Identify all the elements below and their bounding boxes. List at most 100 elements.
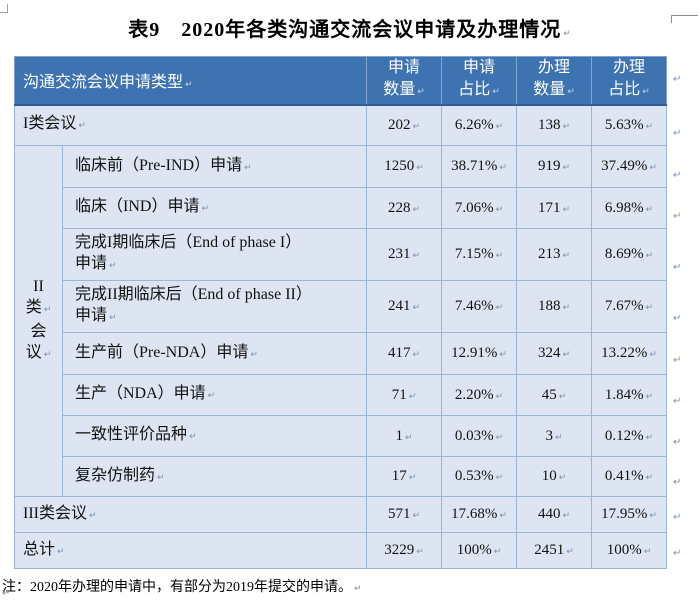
row-label-cell: 完成II期临床后（End of phase II） 申请 ↵ [62,280,367,333]
paragraph-mark: ↵ [562,350,571,360]
value-cell: 0.12% ↵ [591,415,667,457]
row-end-mark: ↵ [673,128,682,139]
paragraph-mark: ↵ [562,163,571,173]
paragraph-mark: ↵ [649,511,657,521]
value-cell: 17 ↵ [366,456,442,497]
row-end-mark: ↵ [673,477,682,488]
paragraph-mark: ↵ [207,391,216,401]
paragraph-mark: ↵ [109,313,117,323]
paragraph-mark: ↵ [562,204,571,215]
paragraph-mark: ↵ [649,163,657,173]
paragraph-mark: ↵ [567,87,575,98]
value-cell: 10 ↵ [516,456,592,497]
meeting-statistics-table: 沟通交流会议申请类型 ↵ 申请 数量 ↵ 申请 占比 ↵ 办理 数量 ↵ 办理 占比 ↵ I类会议… [14,56,667,569]
row-label-cell: 总计 ↵ [14,532,367,569]
table-row: 复杂仿制药 ↵ 17 ↵ 0.53% ↵ 10 ↵ 0.41% ↵ [15,456,667,497]
value-cell: 0.41% ↵ [591,456,667,497]
value-cell: 571 ↵ [366,496,442,533]
table-row: 完成II期临床后（End of phase II） 申请 ↵ 241 ↵ 7.46%… [15,280,667,333]
paragraph-mark: ↵ [416,163,424,173]
table-row: 完成I期临床后（End of phase I） 申请 ↵ 231 ↵ 7.15% ↵ … [15,228,667,281]
value-cell: 1250 ↵ [366,145,442,188]
row-label-cell: III类会议 ↵ [14,496,367,533]
paragraph-mark: ↵ [492,87,500,98]
group-label-cell: II 类 ↵ 会 议 ↵ [14,145,63,497]
paragraph-mark: ↵ [554,432,563,443]
table-row: 总计 ↵ 3229 ↵ 100% ↵ 2451 ↵ 100% ↵ [14,532,667,569]
row-label-cell: 临床前（Pre-IND）申请 ↵ [62,145,367,188]
paragraph-mark: ↵ [495,121,504,132]
paragraph-mark: ↵ [495,432,504,443]
paragraph-mark: ↵ [563,29,572,39]
value-cell: 440 ↵ [516,496,592,533]
paragraph-mark: ↵ [109,261,117,271]
paragraph-mark: ↵ [495,473,504,483]
value-cell: 3 ↵ [516,415,592,457]
paragraph-mark: ↵ [244,162,252,173]
value-cell: 8.69% ↵ [591,228,667,281]
paragraph-mark: ↵ [78,121,86,132]
paragraph-mark: ↵ [408,391,417,402]
paragraph-mark: ↵ [645,432,654,443]
paragraph-mark: ↵ [412,350,421,360]
row-end-mark: ↵ [673,262,682,273]
table-row: III类会议 ↵ 571 ↵ 17.68% ↵ 440 ↵ 17.95% ↵ [14,496,667,533]
row-end-mark: ↵ [673,548,682,559]
row-label-cell: 复杂仿制药 ↵ [62,456,367,497]
paragraph-mark: ↵ [558,391,567,402]
row-end-mark: ↵ [673,512,682,523]
paragraph-mark: ↵ [89,510,97,521]
paragraph-mark: ↵ [412,204,421,215]
value-cell: 213 ↵ [516,228,592,281]
row-label-cell: 生产（NDA）申请 ↵ [62,374,367,416]
value-cell: 38.71% ↵ [441,145,517,188]
value-cell: 188 ↵ [516,280,592,333]
paragraph-mark: ↵ [354,584,362,594]
value-cell: 417 ↵ [366,332,442,375]
paragraph-mark: ↵ [412,511,421,521]
value-cell: 1.84% ↵ [591,374,667,416]
column-header-apply-count: 申请 数量 ↵ [366,56,442,106]
row-end-mark: ↵ [673,170,682,181]
value-cell: 7.67% ↵ [591,280,667,333]
paragraph-mark: ↵ [417,87,425,98]
paragraph-mark: ↵ [562,251,571,261]
value-cell: 17.68% ↵ [441,496,517,533]
value-cell: 17.95% ↵ [591,496,667,533]
paragraph-mark: ↵ [562,511,571,521]
paragraph-mark: ↵ [43,305,52,315]
paragraph-mark: ↵ [43,350,52,360]
table-row: II 类 ↵ 会 议 ↵ 临床前（Pre-IND）申请 ↵ 1250 ↵ 38.71% ↵… [14,145,667,497]
value-cell: 5.63% ↵ [591,104,667,146]
paragraph-mark: ↵ [649,350,657,360]
paragraph-mark: ↵ [558,473,567,483]
value-cell: 6.98% ↵ [591,187,667,229]
table-row: 生产前（Pre-NDA）申请 ↵ 417 ↵ 12.91% ↵ 324 ↵ 13.22%… [15,332,667,375]
paragraph-mark: ↵ [645,473,654,483]
value-cell: 241 ↵ [366,280,442,333]
header-row: 沟通交流会议申请类型 ↵ 申请 数量 ↵ 申请 占比 ↵ 办理 数量 ↵ 办理 占比 ↵ [14,56,667,106]
value-cell: 100% ↵ [441,532,517,569]
paragraph-mark: ↵ [645,121,654,132]
value-cell: 1 ↵ [366,415,442,457]
table-row: 临床（IND）申请 ↵ 228 ↵ 7.06% ↵ 171 ↵ 6.98% ↵ [15,187,667,229]
value-cell: 7.46% ↵ [441,280,517,333]
table-footnote: 注：2020年办理的申请中，有部分为2019年提交的申请。 ↵ [2,580,362,595]
paragraph-mark: ↵ [645,204,654,215]
value-cell: 0.53% ↵ [441,456,517,497]
row-label-cell: 一致性评价品种 ↵ [62,415,367,457]
value-cell: 7.06% ↵ [441,187,517,229]
empty-paragraph-mark: ↵ [2,588,11,599]
value-cell: 3229 ↵ [366,532,442,569]
paragraph-mark: ↵ [495,251,504,261]
table-title-text: 表9 2020年各类沟通交流会议申请及办理情况 [128,19,562,41]
row-label-cell: 生产前（Pre-NDA）申请 ↵ [62,332,367,375]
value-cell: 919 ↵ [516,145,592,188]
column-header-handle-count: 办理 数量 ↵ [516,56,592,106]
paragraph-mark: ↵ [495,303,504,313]
value-cell: 2451 ↵ [516,532,592,569]
paragraph-mark: ↵ [562,303,571,313]
table-row: I类会议 ↵ 202 ↵ 6.26% ↵ 138 ↵ 5.63% ↵ [14,104,667,146]
value-cell: 2.20% ↵ [441,374,517,416]
